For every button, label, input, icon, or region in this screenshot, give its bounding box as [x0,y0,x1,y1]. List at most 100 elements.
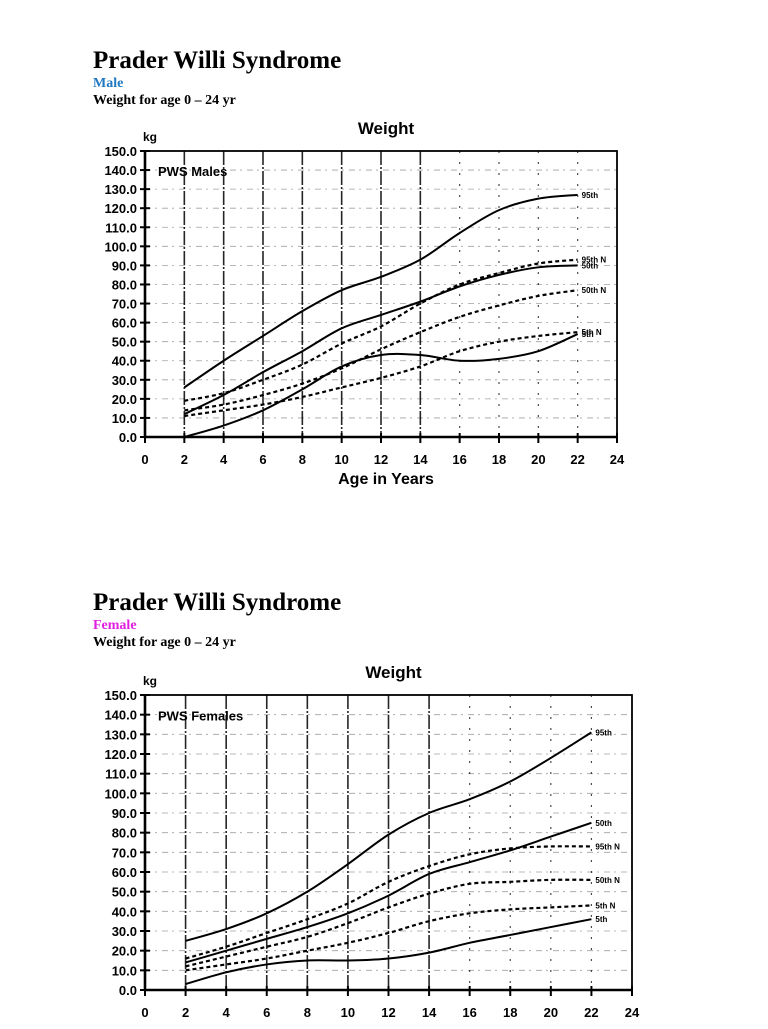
male-weight-plot: 0.0 10.0 20.0 30.0 40.0 50.0 60.0 70.0 80.0 90.0 1… [104,119,625,488]
series-label: 5th N [595,901,615,910]
y-axis-unit: kg [143,130,157,144]
x-tick-label: 16 [452,452,466,467]
x-tick-label: 12 [381,1005,395,1020]
y-tick-label: 40.0 [112,904,137,919]
series-line-50th [183,264,578,416]
series-line-5th-n [185,904,592,972]
x-tick-label: 18 [492,452,506,467]
y-tick-label: 30.0 [112,924,137,939]
y-tick-label: 90.0 [112,258,137,273]
y-tick-label: 0.0 [119,983,137,998]
y-tick-label: 70.0 [112,297,137,312]
y-tick-label: 130.0 [104,727,137,742]
x-tick-label: 14 [413,452,428,467]
series-label: 95th [595,728,612,737]
x-tick-label: 20 [531,452,545,467]
series-label: 95th N [595,842,620,851]
x-tick-label: 0 [141,1005,148,1020]
x-tick-label: 24 [625,1005,640,1020]
male-header: Prader Willi Syndrome Male Weight for ag… [93,47,341,109]
series-label: 50th N [582,286,607,295]
series-label: 5th [595,915,607,924]
page-title: Prader Willi Syndrome [93,47,342,74]
chart-annotation: PWS Males [158,164,227,179]
page-title: Prader Willi Syndrome [93,589,342,616]
y-tick-label: 10.0 [112,411,137,426]
x-tick-label: 4 [220,452,228,467]
series-line-95th [185,731,592,942]
x-tick-label: 12 [374,452,388,467]
series-label: 50th [595,819,612,828]
y-tick-label: 0.0 [119,430,137,445]
y-tick-label: 40.0 [112,354,137,369]
x-tick-label: 8 [299,452,306,467]
x-tick-label: 10 [341,1005,355,1020]
x-tick-label: 20 [544,1005,558,1020]
x-tick-label: 0 [141,452,148,467]
y-tick-label: 60.0 [112,865,137,880]
female-weight-chart: 0.0 10.0 20.0 30.0 40.0 50.0 60.0 70.0 80.0 90.0 1… [93,658,653,1029]
y-tick-label: 110.0 [105,767,137,782]
chart-subtitle: Weight for age 0 – 24 yr [93,635,236,650]
x-tick-label: 22 [570,452,584,467]
y-tick-label: 150.0 [104,688,137,703]
sex-label: Male [93,76,124,91]
x-tick-label: 4 [223,1005,231,1020]
series-label: 95th [582,191,599,200]
series-line-50th [185,821,592,964]
x-tick-label: 2 [181,452,188,467]
y-tick-label: 10.0 [112,963,137,978]
x-tick-label: 18 [503,1005,517,1020]
y-tick-label: 50.0 [112,335,137,350]
y-tick-label: 140.0 [104,708,137,723]
y-tick-label: 120.0 [104,201,137,216]
x-axis-label: Age in Years [338,471,434,488]
y-tick-label: 20.0 [112,392,137,407]
y-axis-unit: kg [143,674,157,688]
series-line-95th [183,193,578,389]
y-tick-label: 80.0 [112,277,137,292]
sex-label: Female [93,618,137,633]
y-tick-label: 110.0 [105,220,137,235]
series-line-95th-n [184,258,578,402]
series-label: 50th [582,261,599,270]
chart-subtitle: Weight for age 0 – 24 yr [93,93,236,108]
female-header: Prader Willi Syndrome Female Weight for … [93,589,341,651]
y-tick-label: 20.0 [112,944,137,959]
y-tick-label: 100.0 [104,239,137,254]
series-label: 5th [582,330,594,339]
chart-annotation: PWS Females [158,709,243,724]
x-tick-label: 6 [259,452,266,467]
y-tick-label: 90.0 [112,806,137,821]
y-tick-label: 70.0 [112,845,137,860]
chart-title: Weight [358,119,415,138]
x-tick-label: 8 [304,1005,311,1020]
series-line-95th-n [185,845,592,960]
female-weight-plot: 0.0 10.0 20.0 30.0 40.0 50.0 60.0 70.0 80.0 90.0 1… [104,663,640,1029]
series-line-50th-n [185,878,592,968]
series-line-5th [184,333,579,438]
y-tick-label: 60.0 [112,316,137,331]
y-tick-label: 100.0 [104,786,137,801]
y-tick-label: 120.0 [104,747,137,762]
x-tick-label: 22 [584,1005,598,1020]
y-tick-label: 140.0 [104,163,137,178]
series-label: 50th N [595,876,620,885]
x-tick-label: 6 [263,1005,270,1020]
male-weight-chart: 0.0 10.0 20.0 30.0 40.0 50.0 60.0 70.0 80.0 90.0 1… [93,116,633,499]
y-tick-label: 30.0 [112,373,137,388]
y-tick-label: 50.0 [112,885,137,900]
series-label: 5th N [582,328,602,337]
y-tick-label: 150.0 [104,144,137,159]
series-label: 95th N [582,256,607,265]
x-tick-label: 10 [334,452,348,467]
y-tick-label: 130.0 [104,182,137,197]
x-tick-label: 14 [422,1005,437,1020]
chart-title: Weight [365,663,422,682]
x-tick-label: 16 [462,1005,476,1020]
series-line-5th [185,918,592,986]
y-tick-label: 80.0 [112,826,137,841]
x-tick-label: 2 [182,1005,189,1020]
series-line-50th-n [184,289,578,412]
x-tick-label: 24 [610,452,625,467]
